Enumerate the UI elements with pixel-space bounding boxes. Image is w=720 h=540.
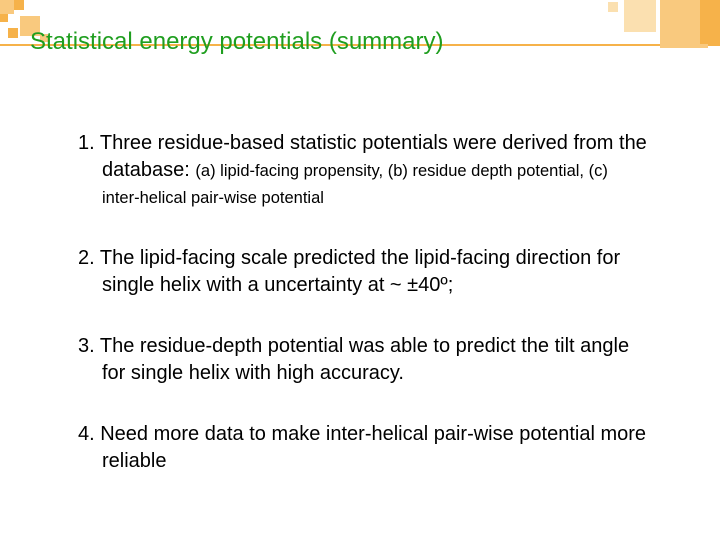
item-lead: 2. The lipid-facing scale predicted the …	[78, 247, 620, 296]
deco-square	[660, 0, 708, 48]
item-lead: 3. The residue-depth potential was able …	[78, 335, 629, 384]
deco-square	[624, 0, 656, 32]
list-item: 2. The lipid-facing scale predicted the …	[78, 245, 648, 299]
body-content: 1. Three residue-based statistic potenti…	[78, 130, 648, 509]
deco-square	[14, 0, 24, 10]
deco-square	[8, 28, 18, 38]
slide-title: Statistical energy potentials (summary)	[30, 28, 443, 56]
deco-square	[0, 0, 14, 14]
deco-square	[0, 14, 8, 22]
list-item: 3. The residue-depth potential was able …	[78, 333, 648, 387]
item-lead: 4. Need more data to make inter-helical …	[78, 423, 646, 472]
deco-square	[700, 0, 720, 44]
list-item: 4. Need more data to make inter-helical …	[78, 421, 648, 475]
list-item: 1. Three residue-based statistic potenti…	[78, 130, 648, 211]
deco-square	[608, 2, 618, 12]
